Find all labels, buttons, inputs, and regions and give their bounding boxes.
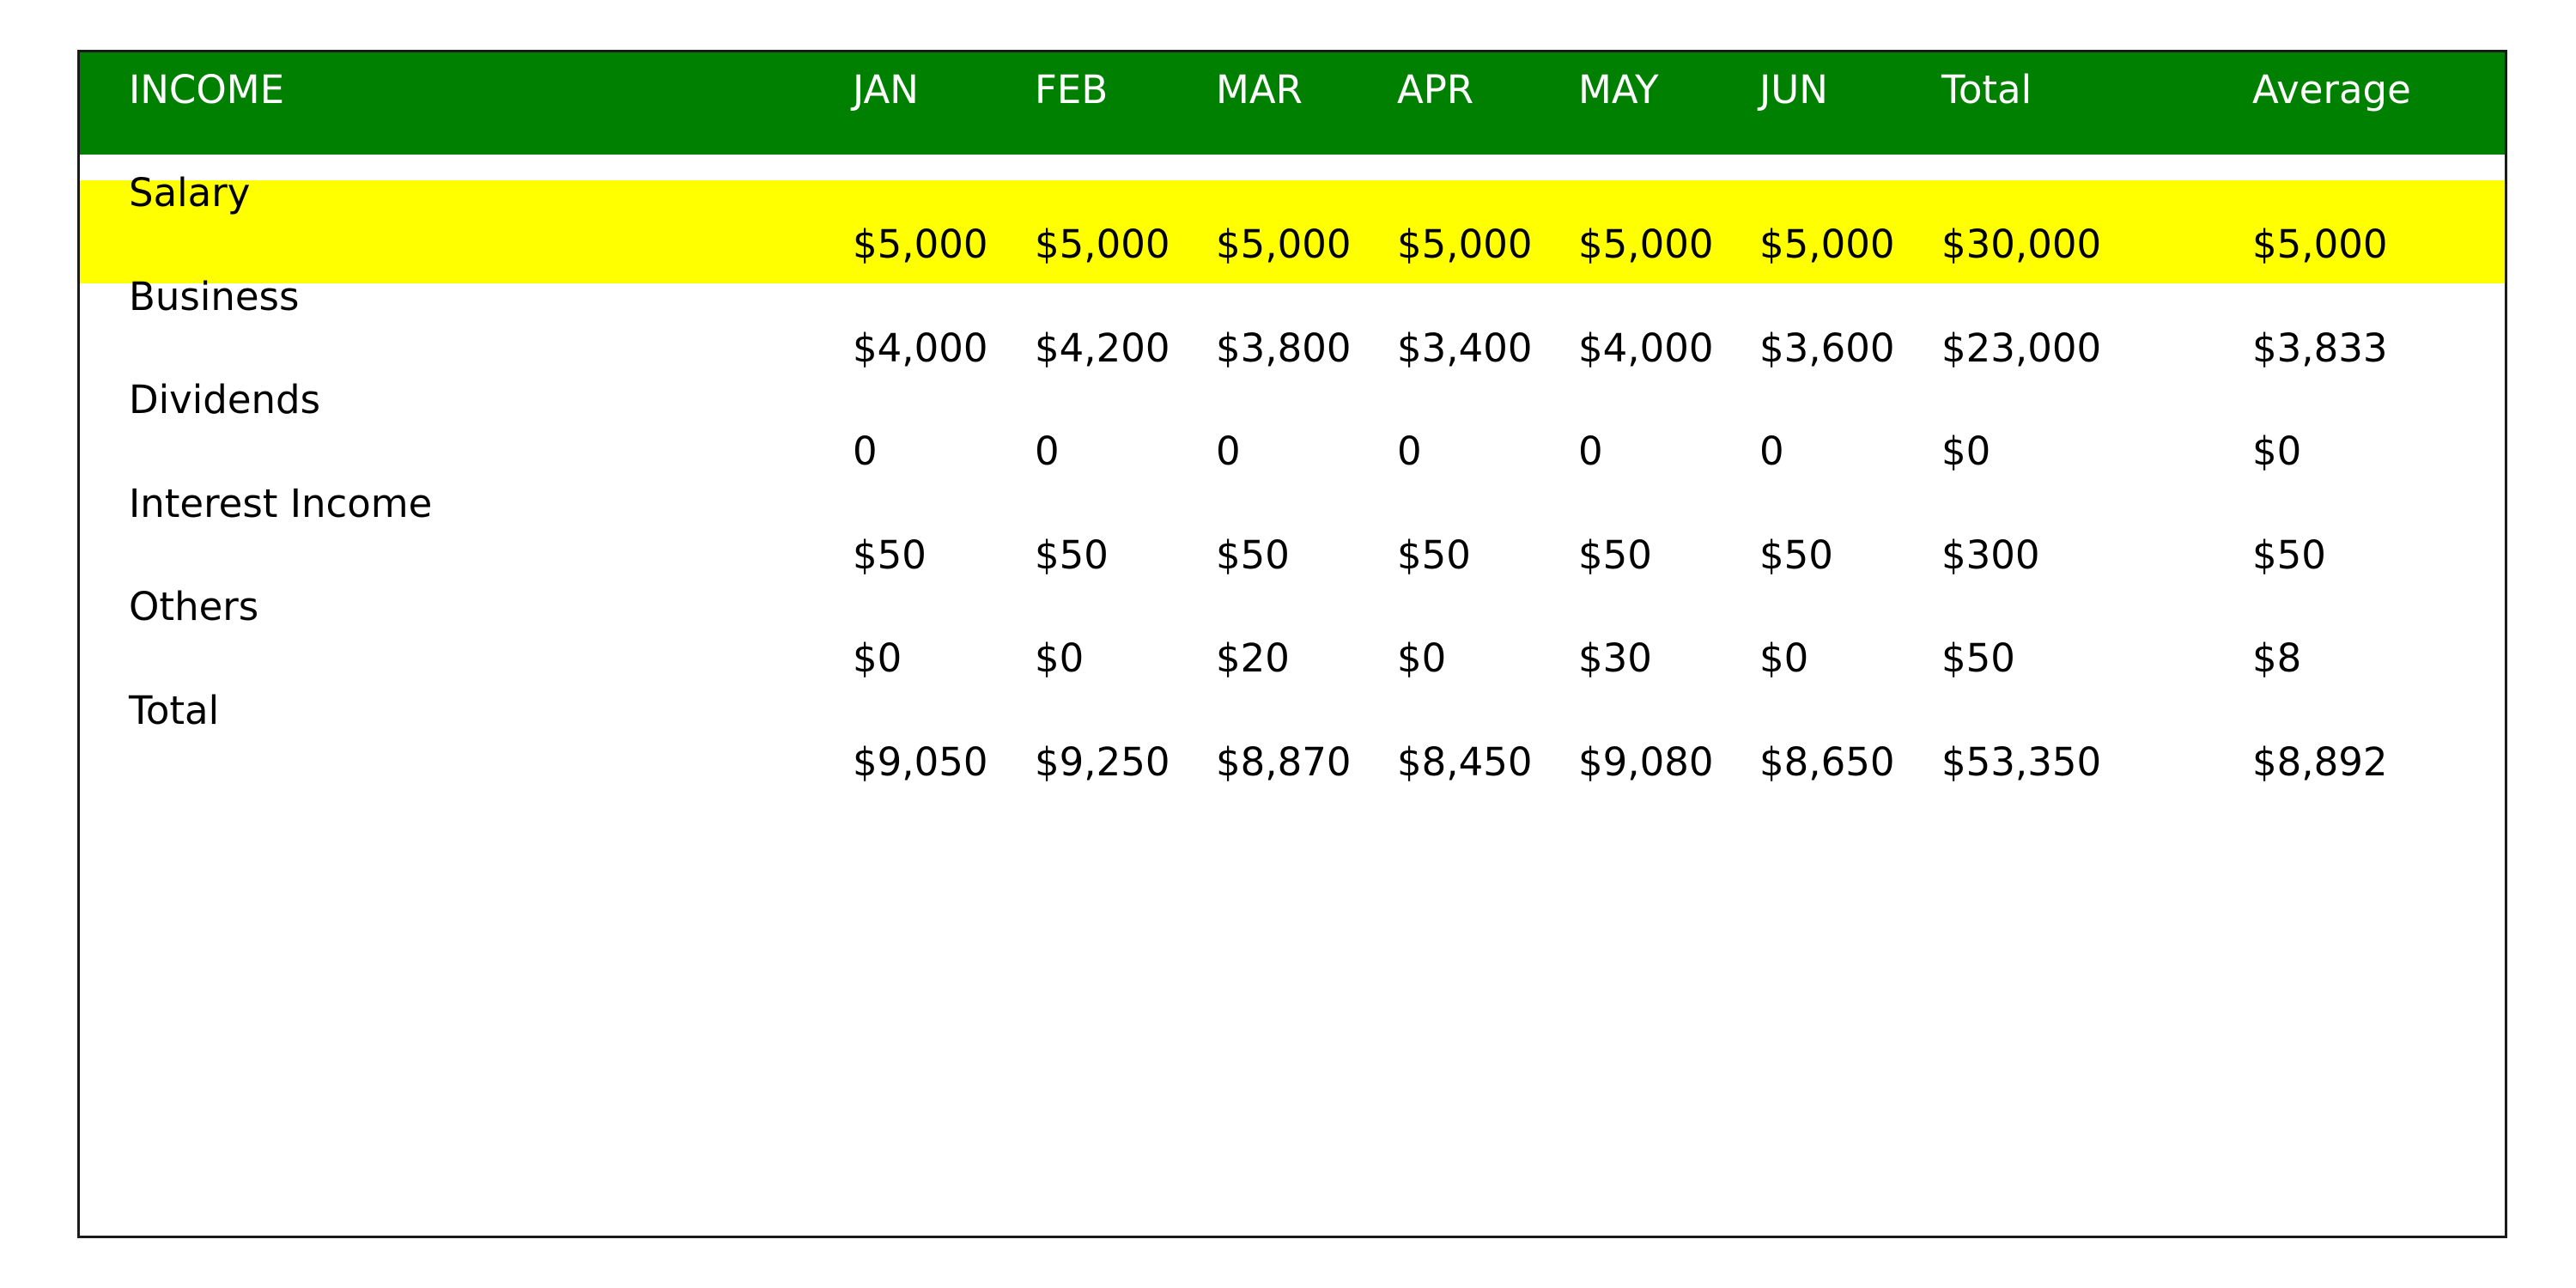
cell-salary-average: $5,000 xyxy=(2252,222,2388,267)
cell-salary-feb: $5,000 xyxy=(1035,222,1170,267)
cell-salary-jun: $5,000 xyxy=(1759,222,1895,267)
cell-interest-income-mar: $50 xyxy=(1216,532,1290,578)
cell-interest-income-apr: $50 xyxy=(1397,532,1471,578)
column-header-jan: JAN xyxy=(853,67,919,112)
row-label-interest-income: Interest Income xyxy=(129,480,433,526)
cell-total-may: $9,080 xyxy=(1578,739,1714,785)
header-band xyxy=(79,52,2506,155)
cell-salary-jan: $5,000 xyxy=(853,222,988,267)
cell-dividends-apr: 0 xyxy=(1397,428,1422,475)
cell-salary-may: $5,000 xyxy=(1578,222,1714,267)
cell-others-total: $50 xyxy=(1941,635,2015,682)
cell-total-mar: $8,870 xyxy=(1216,739,1352,785)
cell-others-jun: $0 xyxy=(1759,635,1809,682)
row-label-salary: Salary xyxy=(129,170,251,216)
cell-total-jun: $8,650 xyxy=(1759,739,1895,785)
cell-interest-income-jan: $50 xyxy=(853,532,927,578)
row-label-others: Others xyxy=(129,584,259,630)
cell-dividends-may: 0 xyxy=(1578,428,1603,475)
cell-salary-mar: $5,000 xyxy=(1216,222,1352,267)
cell-total-apr: $8,450 xyxy=(1397,739,1533,785)
column-header-may: MAY xyxy=(1578,67,1659,112)
cell-dividends-total: $0 xyxy=(1941,428,1991,475)
cell-dividends-feb: 0 xyxy=(1035,428,1060,475)
cell-dividends-mar: 0 xyxy=(1216,428,1241,475)
table-frame xyxy=(77,50,2507,1238)
cell-others-average: $8 xyxy=(2252,635,2302,682)
cell-business-feb: $4,200 xyxy=(1035,325,1170,371)
cell-business-apr: $3,400 xyxy=(1397,325,1533,371)
cell-salary-apr: $5,000 xyxy=(1397,222,1533,267)
cell-others-mar: $20 xyxy=(1216,635,1290,682)
cell-others-jan: $0 xyxy=(853,635,902,682)
cell-interest-income-may: $50 xyxy=(1578,532,1652,578)
column-header-apr: APR xyxy=(1397,67,1474,112)
cell-total-average: $8,892 xyxy=(2252,739,2388,785)
cell-others-apr: $0 xyxy=(1397,635,1447,682)
column-header-feb: FEB xyxy=(1035,67,1109,112)
cell-others-feb: $0 xyxy=(1035,635,1084,682)
cell-dividends-jun: 0 xyxy=(1759,428,1784,475)
cell-interest-income-total: $300 xyxy=(1941,532,2040,578)
cell-salary-total: $30,000 xyxy=(1941,222,2102,267)
salary-row-highlight xyxy=(79,180,2506,283)
row-label-business: Business xyxy=(129,273,300,319)
cell-business-mar: $3,800 xyxy=(1216,325,1352,371)
cell-dividends-jan: 0 xyxy=(853,428,878,475)
cell-interest-income-average: $50 xyxy=(2252,532,2326,578)
column-header-jun: JUN xyxy=(1759,67,1828,112)
cell-business-jan: $4,000 xyxy=(853,325,988,371)
row-label-total: Total xyxy=(129,688,220,733)
cell-business-may: $4,000 xyxy=(1578,325,1714,371)
cell-business-jun: $3,600 xyxy=(1759,325,1895,371)
cell-interest-income-feb: $50 xyxy=(1035,532,1109,578)
row-label-dividends: Dividends xyxy=(129,377,321,423)
column-header-average: Average xyxy=(2252,67,2411,112)
cell-total-total: $53,350 xyxy=(1941,739,2102,785)
cell-business-total: $23,000 xyxy=(1941,325,2102,371)
column-header-mar: MAR xyxy=(1216,67,1303,112)
cell-business-average: $3,833 xyxy=(2252,325,2388,371)
cell-dividends-average: $0 xyxy=(2252,428,2302,475)
column-header-income: INCOME xyxy=(129,67,285,112)
cell-others-may: $30 xyxy=(1578,635,1652,682)
cell-total-jan: $9,050 xyxy=(853,739,988,785)
cell-interest-income-jun: $50 xyxy=(1759,532,1833,578)
column-header-total: Total xyxy=(1941,67,2032,112)
cell-total-feb: $9,250 xyxy=(1035,739,1170,785)
